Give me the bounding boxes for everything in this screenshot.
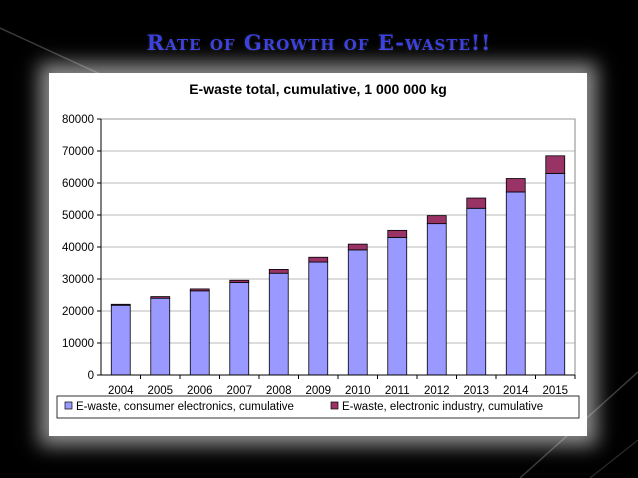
bar-industry-2006 — [189, 288, 210, 292]
bar-industry-2008 — [268, 268, 289, 274]
bar-industry-2012 — [426, 215, 447, 225]
bar-consumer-2015 — [545, 173, 566, 376]
bar-consumer-2012 — [426, 223, 447, 376]
x-tick-label: 2004 — [108, 385, 134, 397]
legend-swatch-industry — [330, 401, 339, 410]
bar-consumer-2004 — [110, 304, 131, 376]
chart-title: E-waste total, cumulative, 1 000 000 kg — [189, 81, 447, 97]
bar-consumer-2014 — [505, 191, 526, 376]
decor-line-top-left — [0, 27, 101, 75]
y-tick-label: 60000 — [62, 178, 94, 190]
y-tick-label: 30000 — [62, 274, 94, 286]
y-tick-label: 50000 — [62, 210, 94, 222]
bar-consumer-2006 — [189, 290, 210, 376]
bar-industry-2014 — [505, 178, 526, 193]
bar-industry-2010 — [347, 243, 368, 251]
bar-consumer-2005 — [150, 297, 171, 376]
legend-swatch-consumer — [64, 401, 73, 410]
bar-consumer-2007 — [229, 282, 250, 376]
x-tick-label: 2006 — [187, 385, 213, 397]
bar-industry-2011 — [387, 229, 408, 238]
x-tick-label: 2009 — [305, 385, 331, 397]
bar-consumer-2011 — [387, 236, 408, 376]
x-tick-label: 2005 — [147, 385, 173, 397]
x-tick-label: 2010 — [345, 385, 371, 397]
bar-consumer-2009 — [308, 261, 329, 376]
bar-consumer-2008 — [268, 272, 289, 376]
x-tick-label: 2015 — [542, 385, 568, 397]
bar-industry-2009 — [308, 256, 329, 263]
bar-consumer-2013 — [466, 207, 487, 376]
bar-industry-2004 — [110, 303, 131, 306]
bar-industry-2013 — [466, 197, 487, 209]
legend-label-consumer: E-waste, consumer electronics, cumulativ… — [76, 401, 294, 413]
legend-label-industry: E-waste, electronic industry, cumulative — [342, 401, 543, 413]
y-tick-label: 0 — [88, 370, 94, 382]
slide-title: Rate of Growth of E-waste!! — [146, 30, 492, 55]
y-tick-label: 10000 — [62, 338, 94, 350]
y-tick-label: 20000 — [62, 306, 94, 318]
legend-box — [56, 395, 580, 419]
chart-panel: 0 10000 20000 30000 40000 50000 60000 70000 8000… — [49, 73, 587, 436]
bar-industry-2015 — [545, 155, 566, 174]
bar-industry-2007 — [229, 279, 250, 283]
decor-line-bottom-right-2 — [589, 439, 638, 478]
x-tick-label: 2012 — [424, 385, 450, 397]
x-tick-label: 2014 — [503, 385, 529, 397]
x-tick-label: 2007 — [226, 385, 252, 397]
x-tick-label: 2013 — [463, 385, 489, 397]
y-tick-label: 40000 — [62, 242, 94, 254]
y-tick-label: 70000 — [62, 146, 94, 158]
x-tick-label: 2011 — [385, 385, 410, 397]
bar-industry-2005 — [150, 296, 171, 299]
e-waste-chart: 0 10000 20000 30000 40000 50000 60000 70000 8000… — [56, 114, 580, 419]
y-tick-label: 80000 — [62, 114, 94, 126]
bar-consumer-2010 — [347, 249, 368, 376]
x-tick-label: 2008 — [266, 385, 292, 397]
